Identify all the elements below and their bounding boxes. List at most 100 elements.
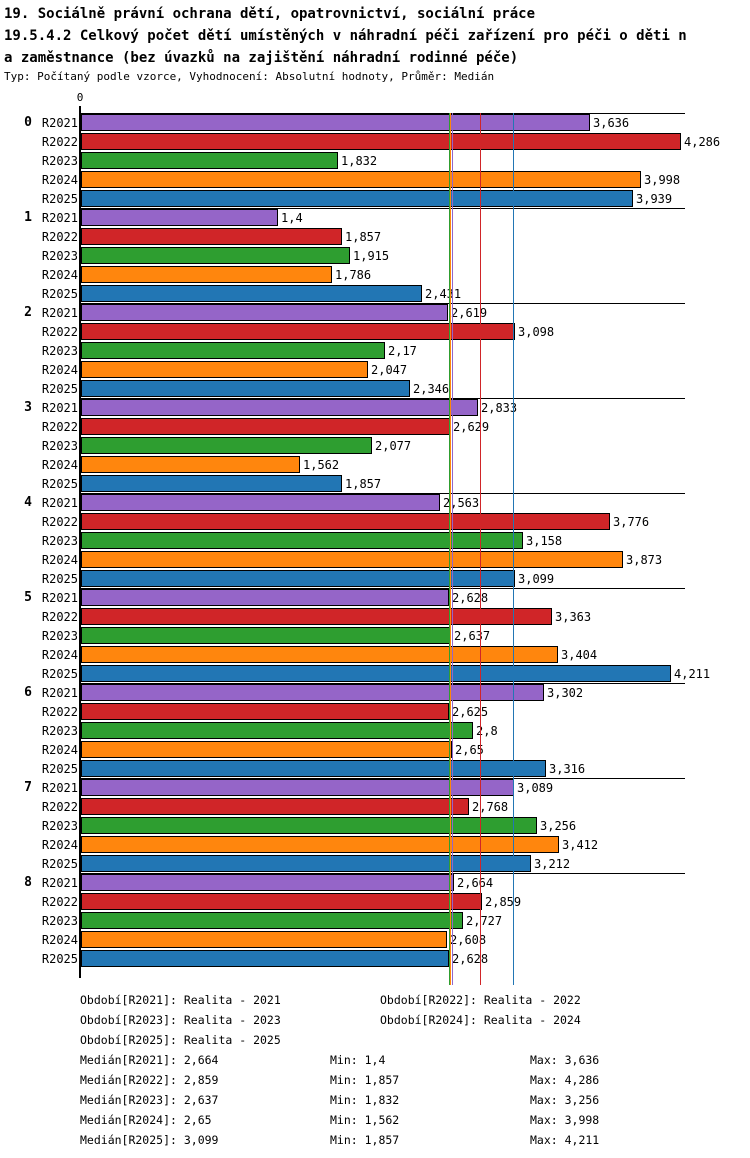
legend-median-entry: Medián[R2023]: 2,637: [80, 1093, 219, 1107]
bar: [81, 665, 671, 682]
series-year-label: R2025: [41, 952, 78, 966]
series-year-label: R2024: [41, 173, 78, 187]
bar: [81, 912, 463, 929]
bar: [81, 114, 590, 131]
y-axis-line: [79, 106, 81, 978]
series-year-label: R2022: [41, 230, 78, 244]
bar: [81, 209, 278, 226]
bar: [81, 361, 368, 378]
bar: [81, 646, 558, 663]
bar-value-label: 1,832: [341, 154, 378, 168]
series-year-label: R2021: [41, 686, 78, 700]
legend-min-entry: Min: 1,562: [330, 1113, 400, 1127]
legend-min-entry: Min: 1,832: [330, 1093, 400, 1107]
legend-min-entry: Min: 1,4: [330, 1053, 386, 1067]
series-year-label: R2024: [41, 268, 78, 282]
report-title-line-3: a zaměstnance (bez úvazků na zajištění n…: [4, 50, 519, 66]
series-year-label: R2021: [41, 876, 78, 890]
series-year-label: R2023: [41, 439, 78, 453]
series-year-label: R2024: [41, 743, 78, 757]
bar-value-label: 2,727: [466, 914, 503, 928]
group-separator-line: [80, 493, 685, 494]
bar: [81, 855, 531, 872]
bar-value-label: 3,098: [518, 325, 555, 339]
series-year-label: R2025: [41, 382, 78, 396]
bar-value-label: 3,998: [644, 173, 681, 187]
legend-period-entry: Období[R2021]: Realita - 2021: [80, 993, 281, 1007]
group-label: 7: [24, 780, 32, 795]
series-year-label: R2022: [41, 135, 78, 149]
bar-value-label: 3,256: [540, 819, 577, 833]
legend-max-entry: Max: 3,636: [530, 1053, 600, 1067]
series-year-label: R2024: [41, 648, 78, 662]
bar: [81, 285, 422, 302]
report-title-line-1: 19. Sociálně právní ochrana dětí, opatro…: [4, 6, 536, 22]
bar: [81, 589, 449, 606]
bar-value-label: 2,619: [451, 306, 488, 320]
series-year-label: R2025: [41, 287, 78, 301]
median-line-R2022: [480, 113, 481, 985]
legend-median-entry: Medián[R2021]: 2,664: [80, 1053, 219, 1067]
bar: [81, 418, 450, 435]
bar-value-label: 2,637: [454, 629, 491, 643]
group-separator-line: [80, 778, 685, 779]
bar: [81, 133, 681, 150]
bar: [81, 247, 350, 264]
median-line-R2024: [450, 113, 451, 985]
report-title-line-2: 19.5.4.2 Celkový počet dětí umístěných v…: [4, 28, 687, 44]
bar: [81, 513, 610, 530]
bar: [81, 874, 454, 891]
bar: [81, 741, 452, 758]
bar: [81, 380, 410, 397]
series-year-label: R2025: [41, 762, 78, 776]
bar-value-label: 2,077: [375, 439, 412, 453]
series-year-label: R2023: [41, 344, 78, 358]
bar-value-label: 4,211: [674, 667, 711, 681]
series-year-label: R2022: [41, 515, 78, 529]
series-year-label: R2023: [41, 914, 78, 928]
series-year-label: R2024: [41, 838, 78, 852]
group-separator-line: [80, 683, 685, 684]
series-year-label: R2021: [41, 211, 78, 225]
bar: [81, 399, 478, 416]
bar-value-label: 2,664: [457, 876, 494, 890]
series-year-label: R2025: [41, 477, 78, 491]
bar: [81, 323, 515, 340]
group-label: 5: [24, 590, 32, 605]
group-separator-line: [80, 208, 685, 209]
bar-value-label: 1,786: [335, 268, 372, 282]
bar-value-label: 3,363: [555, 610, 592, 624]
series-year-label: R2024: [41, 933, 78, 947]
bar: [81, 703, 449, 720]
series-year-label: R2023: [41, 534, 78, 548]
bar: [81, 608, 552, 625]
legend-max-entry: Max: 4,211: [530, 1133, 600, 1147]
series-year-label: R2021: [41, 591, 78, 605]
series-year-label: R2021: [41, 306, 78, 320]
series-year-label: R2024: [41, 553, 78, 567]
group-separator-line: [80, 873, 685, 874]
bar: [81, 532, 523, 549]
series-year-label: R2022: [41, 325, 78, 339]
bar: [81, 342, 385, 359]
bar-value-label: 3,412: [562, 838, 599, 852]
legend-max-entry: Max: 3,998: [530, 1113, 600, 1127]
series-year-label: R2021: [41, 116, 78, 130]
series-year-label: R2021: [41, 496, 78, 510]
bar-value-label: 3,158: [526, 534, 563, 548]
series-year-label: R2025: [41, 192, 78, 206]
bar: [81, 171, 641, 188]
bar-value-label: 2,17: [388, 344, 417, 358]
series-year-label: R2025: [41, 857, 78, 871]
bar-value-label: 3,302: [547, 686, 584, 700]
bar-value-label: 4,286: [684, 135, 721, 149]
bar-value-label: 3,316: [549, 762, 586, 776]
bar: [81, 152, 338, 169]
median-line-R2025: [513, 113, 514, 985]
bar: [81, 817, 537, 834]
legend-median-entry: Medián[R2025]: 3,099: [80, 1133, 219, 1147]
group-label: 1: [24, 210, 32, 225]
bar: [81, 798, 469, 815]
bar-value-label: 3,404: [561, 648, 598, 662]
bar-value-label: 1,562: [303, 458, 340, 472]
